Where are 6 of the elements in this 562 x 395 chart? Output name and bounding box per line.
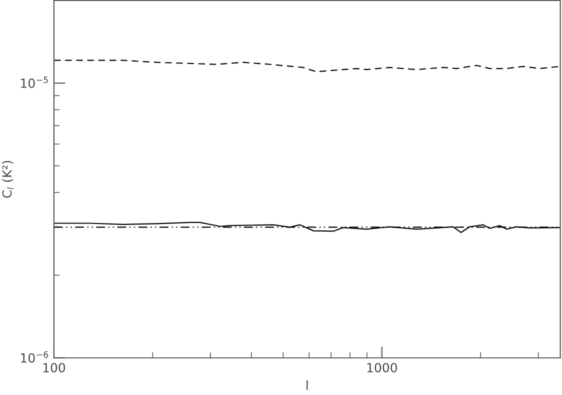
x-tick-label: 100 — [43, 362, 66, 372]
y-tick-label: 10$^{−6}$ — [21, 351, 48, 363]
x-axis-title: l — [306, 380, 308, 390]
y-axis-title: C$_{l}$ (K²) — [2, 160, 14, 198]
y-tick-label: 10$^{−5}$ — [21, 76, 48, 88]
x-tick-label: 1000 — [367, 362, 397, 372]
